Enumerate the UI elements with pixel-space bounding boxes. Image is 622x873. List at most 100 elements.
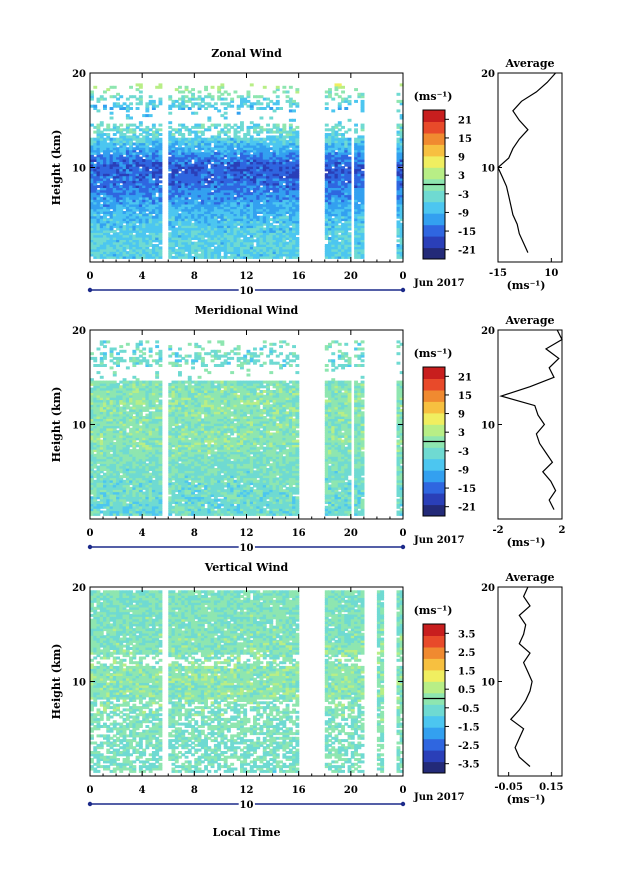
heatmap-cell — [119, 173, 124, 177]
heatmap-cell — [213, 201, 218, 205]
heatmap-cell — [142, 208, 147, 212]
heatmap-cell — [90, 194, 94, 198]
heatmap-cell — [135, 237, 140, 240]
heatmap-cell — [217, 123, 222, 127]
heatmap-cell — [324, 123, 329, 127]
heatmap-cell — [90, 352, 94, 356]
heatmap-cell — [184, 192, 189, 196]
heatmap-cell — [168, 192, 173, 196]
heatmap-cell — [103, 154, 107, 158]
heatmap-cell — [197, 194, 202, 198]
colorbar-swatch — [423, 110, 445, 122]
heatmap-cell — [129, 239, 133, 243]
heatmap-cell — [168, 180, 173, 184]
heatmap-cell — [106, 227, 111, 231]
heatmap-cell — [145, 220, 150, 224]
heatmap-cell — [191, 246, 195, 250]
heatmap-cell — [174, 99, 179, 103]
heatmap-cell — [210, 151, 215, 155]
heatmap-cell — [184, 163, 189, 167]
heatmap-cell — [125, 229, 130, 233]
heatmap-cell — [155, 196, 160, 200]
heatmap-cell — [168, 251, 173, 255]
heatmap-cell — [119, 194, 124, 198]
heatmap-cell — [119, 175, 124, 179]
heatmap-cell — [184, 201, 189, 205]
heatmap-cell — [122, 194, 127, 198]
heatmap-cell — [194, 196, 199, 200]
heatmap-cell — [99, 229, 104, 233]
heatmap-cell — [187, 168, 192, 172]
heatmap-cell — [109, 166, 114, 170]
heatmap-cell — [204, 232, 208, 236]
heatmap-cell — [155, 251, 160, 255]
heatmap-cell — [181, 241, 186, 245]
heatmap-cell — [204, 253, 208, 257]
heatmap-cell — [210, 203, 215, 207]
heatmap-cell — [109, 159, 114, 162]
heatmap-cell — [116, 192, 120, 196]
heatmap-cell — [145, 189, 150, 193]
heatmap-cell — [213, 140, 218, 144]
heatmap-cell — [184, 255, 189, 259]
heatmap-cell — [96, 154, 101, 158]
heatmap-cell — [288, 85, 293, 89]
heatmap-cell — [142, 225, 147, 229]
heatmap-cell — [132, 135, 137, 139]
heatmap-cell — [360, 135, 365, 139]
heatmap-cell — [181, 199, 186, 203]
heatmap-cell — [148, 182, 153, 186]
heatmap-cell — [217, 196, 222, 200]
heatmap-cell — [158, 199, 163, 203]
heatmap-cell — [187, 161, 192, 165]
heatmap-cell — [119, 142, 124, 146]
heatmap-cell — [109, 222, 114, 226]
heatmap-cell — [171, 199, 176, 203]
heatmap-cell — [181, 201, 186, 205]
heatmap-cell — [210, 194, 215, 198]
heatmap-cell — [191, 180, 195, 184]
heatmap-cell — [151, 180, 156, 184]
heatmap-cell — [204, 199, 208, 203]
heatmap-cell — [93, 211, 98, 214]
heatmap-cell — [138, 161, 143, 165]
heatmap-cell — [207, 203, 212, 207]
heatmap-cell — [103, 220, 107, 224]
heatmap-cell — [217, 151, 222, 155]
heatmap-cell — [207, 215, 212, 219]
heatmap-cell — [181, 170, 186, 174]
heatmap-cell — [171, 159, 176, 162]
heatmap-cell — [217, 88, 222, 92]
heatmap-cell — [142, 211, 147, 214]
heatmap-cell — [200, 241, 205, 245]
heatmap-cell — [184, 225, 189, 229]
date-label: Jun 2017 — [413, 278, 465, 289]
heatmap-cell — [217, 194, 222, 198]
heatmap-cell — [103, 107, 107, 110]
heatmap-cell — [125, 156, 130, 160]
heatmap-cell — [191, 92, 195, 96]
heatmap-cell — [184, 149, 189, 153]
heatmap-cell — [96, 192, 101, 196]
heatmap-cell — [217, 215, 222, 219]
heatmap-cell — [106, 189, 111, 193]
heatmap-cell — [96, 229, 101, 233]
heatmap-cell — [191, 208, 195, 212]
heatmap-cell — [99, 133, 104, 136]
heatmap-cell — [207, 255, 212, 259]
heatmap-cell — [90, 161, 94, 165]
heatmap-cell — [151, 203, 156, 207]
heatmap-cell — [116, 232, 120, 236]
heatmap-cell — [207, 211, 212, 214]
heatmap-cell — [197, 206, 202, 210]
heatmap-cell — [145, 156, 150, 160]
heatmap-cell — [135, 189, 140, 193]
heatmap-cell — [112, 213, 117, 217]
heatmap-cell — [347, 95, 352, 99]
heatmap-cell — [210, 237, 215, 240]
heatmap-cell — [200, 182, 205, 186]
heatmap-cell — [174, 211, 179, 214]
heatmap-cell — [200, 133, 205, 136]
heatmap-cell — [93, 137, 98, 141]
heatmap-cell — [122, 128, 127, 132]
